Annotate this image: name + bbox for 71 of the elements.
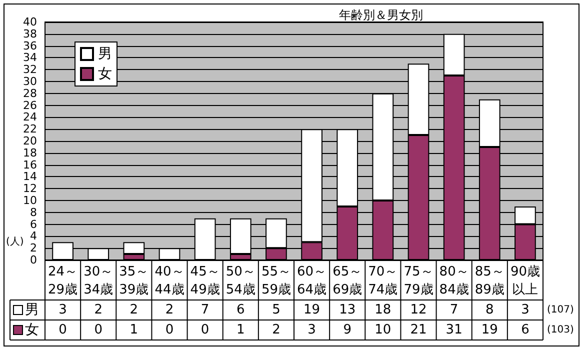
data-label: 5 <box>272 302 280 318</box>
x-tick-label: 75～79歳 <box>404 264 434 298</box>
data-label: 0 <box>94 322 102 338</box>
data-label: 19 <box>481 322 498 338</box>
data-label: 12 <box>410 302 427 318</box>
x-tick-label: 70～74歳 <box>368 264 398 298</box>
y-tick-label: 30 <box>23 75 37 88</box>
x-tick-label: 45～49歳 <box>190 264 220 298</box>
x-tick-label: 50～54歳 <box>226 264 256 298</box>
y-tick-label: 2 <box>30 242 37 255</box>
y-tick-label: 28 <box>23 86 37 100</box>
x-tick-label: 60～64歳 <box>297 264 327 298</box>
x-tick-label: 80～84歳 <box>439 264 469 298</box>
data-label: 2 <box>130 302 138 318</box>
data-label: 10 <box>374 322 392 338</box>
data-label: 3 <box>308 322 316 338</box>
text: 女 <box>25 322 39 338</box>
y-tick-label: 6 <box>30 218 37 231</box>
data-label: 31 <box>446 322 462 338</box>
y-tick-label: 14 <box>23 170 37 184</box>
text: 男 <box>25 302 39 318</box>
data-label: 6 <box>521 322 530 338</box>
data-label: 1 <box>236 322 245 338</box>
x-tick-label: 55～59歳 <box>261 264 291 298</box>
x-tick-label: 40～44歳 <box>154 264 184 298</box>
y-tick-label: 24 <box>23 110 37 124</box>
data-label: 2 <box>272 322 280 338</box>
data-label: 7 <box>450 302 458 318</box>
y-tick-label: 18 <box>23 146 37 160</box>
data-label: 0 <box>200 322 210 338</box>
y-axis-title: (人) <box>6 236 24 248</box>
x-tick-label: 24～29歳 <box>48 264 78 298</box>
y-tick-label: 8 <box>30 206 37 219</box>
data-label: 19 <box>304 302 320 318</box>
y-tick-label: 34 <box>23 51 37 64</box>
data-label: 0 <box>165 322 174 338</box>
data-label: 9 <box>343 322 352 338</box>
data-label: 3 <box>521 302 530 318</box>
x-tick-label: 30～34歳 <box>84 264 114 298</box>
y-tick-label: 26 <box>23 98 37 112</box>
y-tick-label: 36 <box>23 39 37 52</box>
chart-title: 年齢別＆男女別 <box>339 8 423 22</box>
legend-label: 女 <box>98 66 112 82</box>
data-label: 13 <box>339 302 356 318</box>
x-tick-label: 85～89歳 <box>474 264 504 298</box>
legend-label: 男 <box>98 46 112 62</box>
y-tick-label: 16 <box>23 158 37 172</box>
data-label: 1 <box>130 322 138 338</box>
y-tick-label: 38 <box>23 27 37 40</box>
text: (107) <box>547 304 574 316</box>
data-label: 2 <box>94 302 102 318</box>
data-label: 18 <box>374 302 392 318</box>
data-label: 8 <box>486 302 494 318</box>
y-tick-label: 22 <box>23 122 37 136</box>
x-tick-label: 90歳以上 <box>510 264 540 298</box>
y-tick-label: 4 <box>30 230 37 243</box>
x-tick-label: 35～39歳 <box>119 264 149 298</box>
y-tick-label: 0 <box>30 254 37 266</box>
data-label: 3 <box>58 302 67 318</box>
data-label: 2 <box>165 302 174 318</box>
y-tick-label: 12 <box>23 182 37 196</box>
y-tick-label: 10 <box>23 194 37 207</box>
text: (103) <box>547 324 574 336</box>
x-tick-label: 65～69歳 <box>332 264 362 298</box>
y-tick-label: 20 <box>23 134 37 148</box>
data-label: 0 <box>58 322 67 338</box>
data-label: 21 <box>410 322 427 338</box>
data-label: 6 <box>236 302 245 318</box>
data-label: 7 <box>200 302 210 318</box>
y-tick-label: 32 <box>23 63 37 76</box>
y-tick-label: 40 <box>23 16 37 28</box>
